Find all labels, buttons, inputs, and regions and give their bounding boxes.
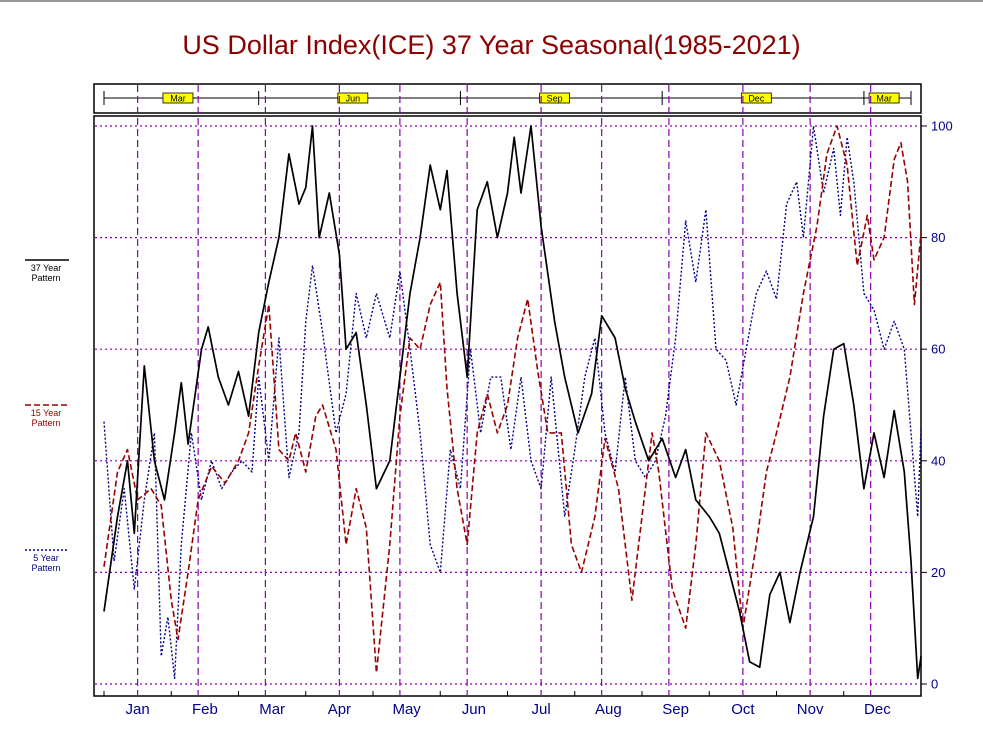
y-tick-label: 80 [931, 230, 945, 245]
series-line-solid [103, 125, 922, 680]
x-tick-label: Dec [864, 701, 891, 718]
x-tick-label: Nov [797, 701, 824, 718]
series-line-dashed [103, 125, 922, 674]
legend-label-37-year: 37 Year Pattern [30, 263, 62, 283]
x-tick-label: Jan [126, 701, 150, 718]
strip-marker-label: Mar [170, 94, 186, 104]
strip-marker-box [868, 92, 900, 104]
x-tick-label: Apr [328, 701, 351, 718]
top-strip-frame [93, 83, 922, 114]
strip-marker-label: Dec [748, 94, 765, 104]
x-tick-label: May [392, 701, 421, 718]
strip-marker-label: Mar [876, 94, 892, 104]
y-tick-label: 20 [931, 565, 945, 580]
y-tick-label: 0 [931, 677, 938, 692]
x-tick-label: Sep [662, 701, 689, 718]
x-tick-label: Oct [731, 701, 755, 718]
x-tick-label: Aug [595, 701, 622, 718]
x-tick-label: Jun [462, 701, 486, 718]
x-tick-label: Feb [192, 701, 218, 718]
strip-marker-label: Sep [547, 94, 563, 104]
chart-title: US Dollar Index(ICE) 37 Year Seasonal(19… [182, 30, 801, 60]
strip-marker-box [337, 92, 369, 104]
y-tick-label: 40 [931, 453, 945, 468]
y-tick-label: 100 [931, 119, 953, 134]
y-tick-label: 60 [931, 342, 945, 357]
x-tick-label: Mar [259, 701, 285, 718]
strip-marker-box [539, 92, 570, 104]
strip-marker-box [162, 92, 194, 104]
legend-label-5-year: 5 Year Pattern [31, 553, 61, 573]
top-border-line [0, 0, 983, 2]
x-tick-label: Jul [532, 701, 551, 718]
strip-marker-label: Jun [346, 94, 361, 104]
legend-label-15-year: 15 Year Pattern [30, 408, 62, 428]
strip-marker-box [740, 92, 772, 104]
